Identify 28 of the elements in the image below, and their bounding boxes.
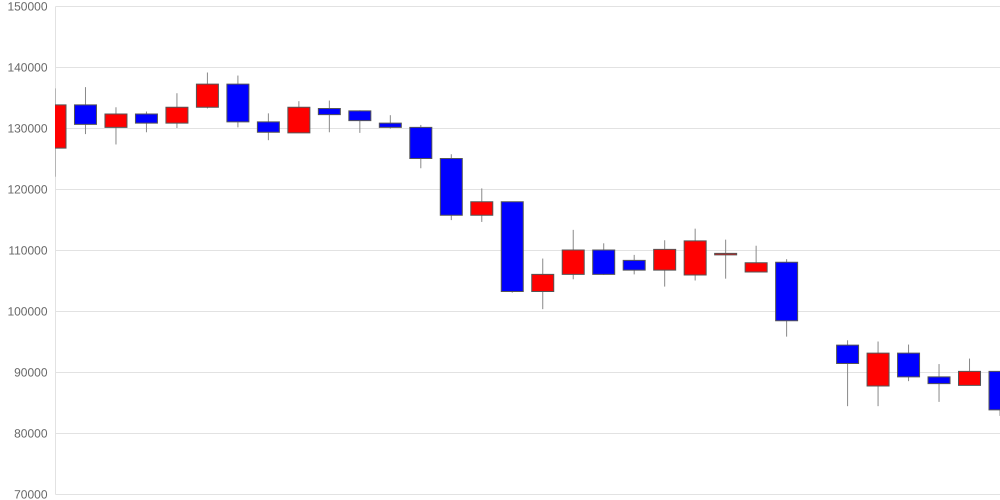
candlestick [836, 340, 860, 407]
candlestick [134, 111, 158, 133]
candlestick [378, 114, 402, 130]
y-tick-label: 70000 [14, 488, 48, 500]
candlestick [653, 240, 676, 288]
candlestick [318, 100, 341, 133]
y-tick-label: 80000 [14, 426, 48, 440]
candlestick [165, 92, 188, 128]
candlestick [928, 364, 951, 402]
candlestick [622, 254, 646, 275]
candlestick [897, 344, 920, 382]
y-tick-label: 90000 [14, 366, 48, 380]
y-tick-label: 110000 [8, 244, 48, 258]
candlestick [531, 258, 554, 310]
candlestick [958, 358, 982, 386]
y-tick-label: 130000 [7, 122, 48, 136]
candlestick [104, 106, 128, 145]
candlestick [714, 239, 738, 280]
y-tick-label: 150000 [7, 0, 48, 14]
y-tick-label: 100000 [7, 304, 48, 318]
candlestick [470, 188, 494, 222]
candlestick [744, 245, 768, 272]
candlestick [196, 72, 219, 109]
y-tick-label: 120000 [7, 182, 48, 196]
candlestick [74, 86, 97, 135]
candlestick [256, 112, 280, 141]
candlestick [348, 110, 372, 134]
y-tick-label: 140000 [7, 60, 48, 74]
